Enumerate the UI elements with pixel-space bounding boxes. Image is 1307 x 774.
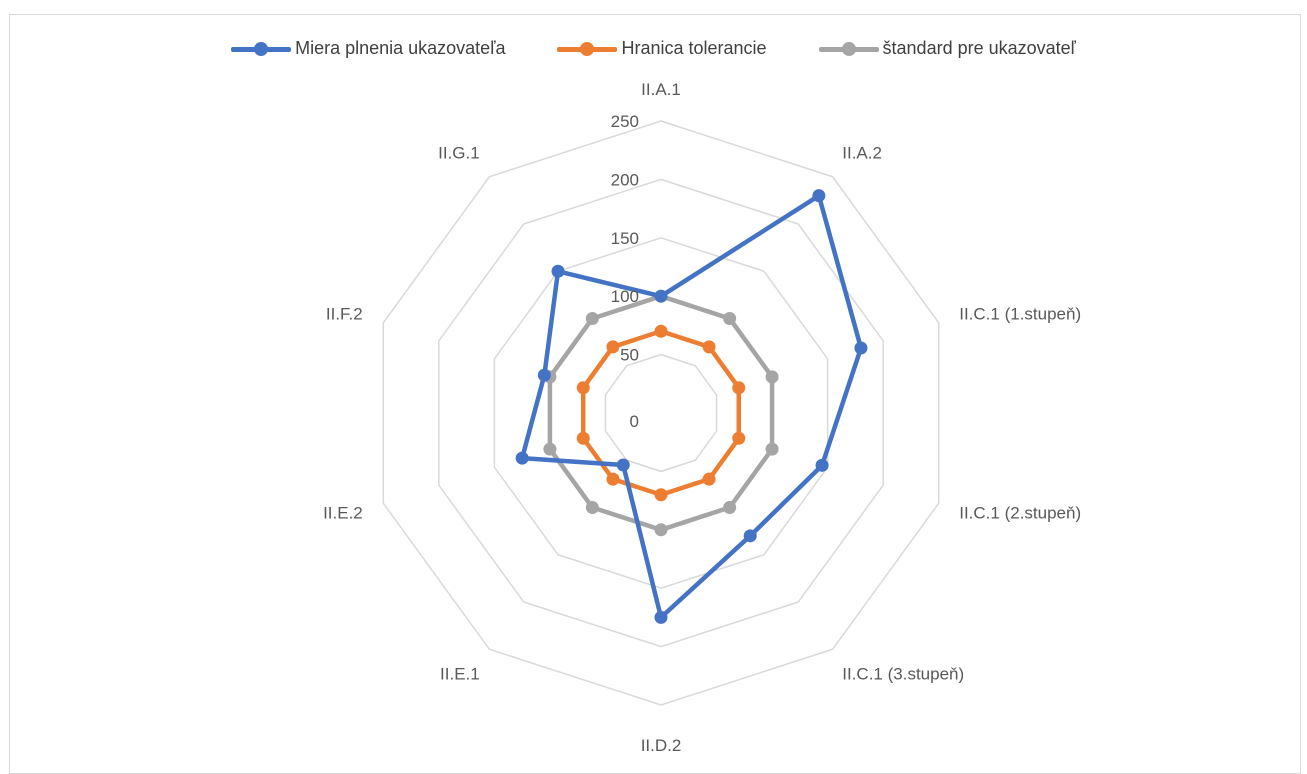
legend-swatch-icon xyxy=(231,41,292,57)
data-point xyxy=(576,431,590,445)
legend-item-hranica: Hranica tolerancie xyxy=(557,38,767,59)
data-point xyxy=(723,312,737,326)
data-point xyxy=(537,368,551,382)
category-label: II.A.1 xyxy=(641,80,681,99)
data-point xyxy=(654,488,668,502)
tick-label: 250 xyxy=(611,112,639,131)
data-point xyxy=(812,189,826,203)
legend-item-miera: Miera plnenia ukazovateľa xyxy=(231,38,505,59)
data-point xyxy=(815,458,829,472)
data-point xyxy=(654,610,668,624)
grid-ring xyxy=(438,178,884,648)
data-point xyxy=(654,324,668,338)
chart-frame xyxy=(9,14,1301,774)
category-label: II.A.2 xyxy=(842,143,882,162)
data-point xyxy=(576,381,590,395)
data-point xyxy=(543,442,557,456)
legend-label: štandard pre ukazovateľ xyxy=(882,38,1076,58)
legend-swatch-icon xyxy=(557,41,618,57)
data-point xyxy=(616,458,630,472)
data-point xyxy=(606,340,620,354)
tick-label: 0 xyxy=(630,412,639,431)
tick-label: 200 xyxy=(611,170,639,189)
grid-ring xyxy=(493,237,829,589)
radar-series xyxy=(515,189,868,624)
series-line xyxy=(580,328,742,498)
category-label: II.C.1 (3.stupeň) xyxy=(842,665,964,684)
data-point xyxy=(723,500,737,514)
data-point xyxy=(765,370,779,384)
category-labels: II.A.1 II.A.2 II.C.1 (1.stupeň) II.C.1 (2.s… xyxy=(323,80,1081,755)
legend-item-standard: štandard pre ukazovateľ xyxy=(818,38,1076,59)
category-label: II.D.2 xyxy=(641,736,682,755)
series-line xyxy=(519,193,864,620)
legend-swatch-icon xyxy=(818,41,879,57)
data-point xyxy=(551,264,565,278)
grid-ring xyxy=(382,120,940,706)
category-label: II.E.2 xyxy=(323,504,363,523)
tick-label: 100 xyxy=(611,287,639,306)
legend-label: Hranica tolerancie xyxy=(621,38,767,58)
data-point xyxy=(702,340,716,354)
category-label: II.C.1 (2.stupeň) xyxy=(959,504,1081,523)
legend-label: Miera plnenia ukazovateľa xyxy=(295,38,506,58)
tick-label: 50 xyxy=(620,346,639,365)
data-point xyxy=(743,529,757,543)
data-point xyxy=(585,500,599,514)
data-point xyxy=(606,472,620,486)
grid-ring xyxy=(604,353,718,473)
data-point xyxy=(732,381,746,395)
data-point xyxy=(515,451,529,465)
category-label: II.G.1 xyxy=(438,143,480,162)
chart-legend: Miera plnenia ukazovateľa Hranica tolera… xyxy=(0,38,1307,59)
data-point xyxy=(702,472,716,486)
category-label: II.F.2 xyxy=(326,304,363,323)
radial-tick-labels: 0 50 100 150 200 250 xyxy=(611,112,639,431)
data-point xyxy=(854,341,868,355)
data-point xyxy=(585,312,599,326)
category-label: II.C.1 (1.stupeň) xyxy=(959,304,1081,323)
data-point xyxy=(654,289,668,303)
category-label: II.E.1 xyxy=(440,665,480,684)
data-point xyxy=(732,431,746,445)
data-point xyxy=(654,523,668,537)
data-point xyxy=(765,442,779,456)
tick-label: 150 xyxy=(611,229,639,248)
